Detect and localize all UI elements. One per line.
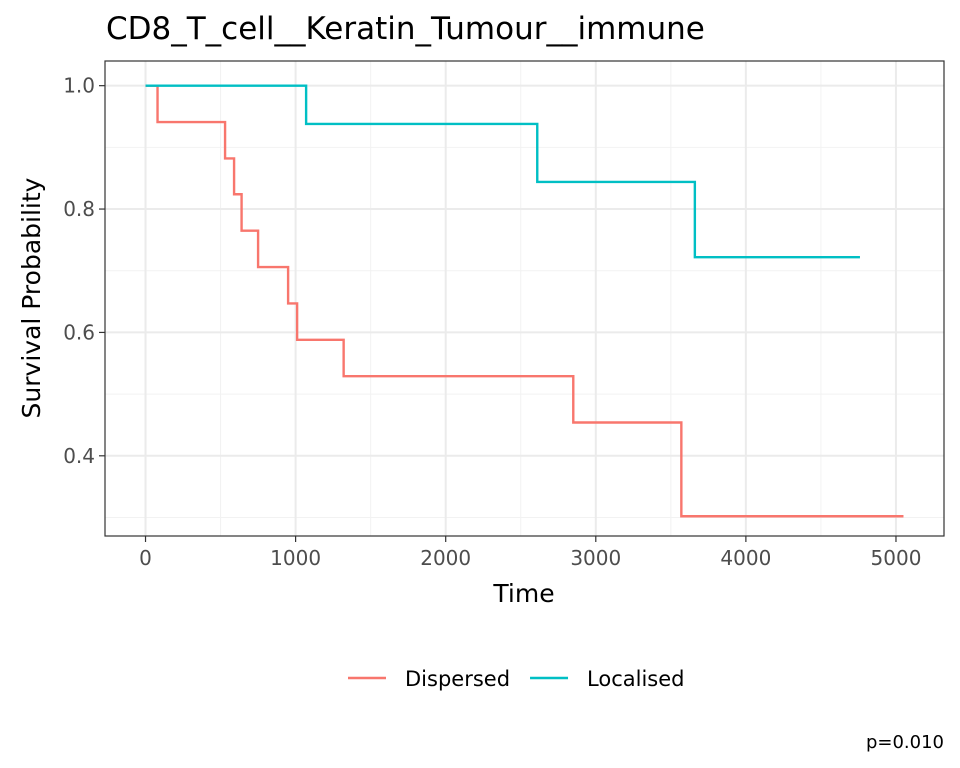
x-tick-label: 1000 (270, 546, 321, 570)
plot-area: 0 1000 2000 3000 4000 5000 0.4 0.6 0.8 1.0 (63, 60, 945, 570)
y-tick-label: 1.0 (63, 74, 95, 98)
x-tick-label: 3000 (570, 546, 621, 570)
legend: Dispersed Localised (348, 667, 684, 691)
y-tick-label: 0.4 (63, 444, 95, 468)
x-tick-label: 0 (139, 546, 152, 570)
legend-label: Dispersed (405, 667, 510, 691)
plot-background (105, 61, 944, 536)
x-axis-title: Time (492, 579, 554, 608)
y-tick-label: 0.6 (63, 320, 95, 344)
x-tick-label: 5000 (871, 546, 922, 570)
x-tick-label: 4000 (720, 546, 771, 570)
chart-title: CD8_T_cell__Keratin_Tumour__immune (106, 11, 705, 47)
p-value-annotation: p=0.010 (866, 732, 944, 753)
y-tick-label: 0.8 (63, 197, 95, 221)
legend-label: Localised (587, 667, 684, 691)
plot-border (104, 60, 945, 537)
y-axis-title: Survival Probability (17, 177, 46, 418)
survival-curve-dispersed (145, 84, 904, 518)
survival-curve-localised (145, 84, 860, 259)
legend-item-dispersed: Dispersed (348, 667, 510, 691)
legend-item-localised: Localised (530, 667, 684, 691)
x-tick-label: 2000 (420, 546, 471, 570)
